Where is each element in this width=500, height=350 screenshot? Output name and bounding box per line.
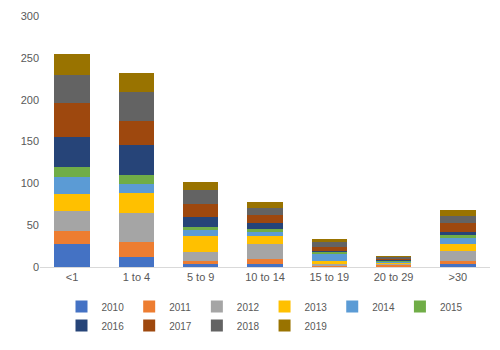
svg-text:2018: 2018	[237, 321, 260, 332]
svg-text:10 to 14: 10 to 14	[245, 271, 285, 283]
svg-text:2014: 2014	[372, 302, 395, 313]
svg-text:2016: 2016	[102, 321, 125, 332]
svg-text:2019: 2019	[305, 321, 328, 332]
svg-text:2013: 2013	[305, 302, 328, 313]
svg-text:<1: <1	[66, 271, 79, 283]
svg-text:2015: 2015	[440, 302, 463, 313]
svg-text:15 to 19: 15 to 19	[309, 271, 349, 283]
svg-text:100: 100	[21, 177, 39, 189]
svg-text:0: 0	[33, 261, 39, 273]
svg-text:200: 200	[21, 94, 39, 106]
svg-text:2010: 2010	[102, 302, 125, 313]
svg-text:5 to 9: 5 to 9	[187, 271, 215, 283]
svg-text:1 to 4: 1 to 4	[123, 271, 151, 283]
svg-text:2011: 2011	[169, 302, 191, 313]
svg-text:50: 50	[27, 219, 39, 231]
svg-text:150: 150	[21, 135, 39, 147]
svg-text:300: 300	[21, 10, 39, 22]
svg-text:>30: >30	[449, 271, 468, 283]
svg-text:250: 250	[21, 52, 39, 64]
svg-text:20 to 29: 20 to 29	[374, 271, 414, 283]
svg-text:2012: 2012	[237, 302, 260, 313]
svg-text:2017: 2017	[169, 321, 192, 332]
